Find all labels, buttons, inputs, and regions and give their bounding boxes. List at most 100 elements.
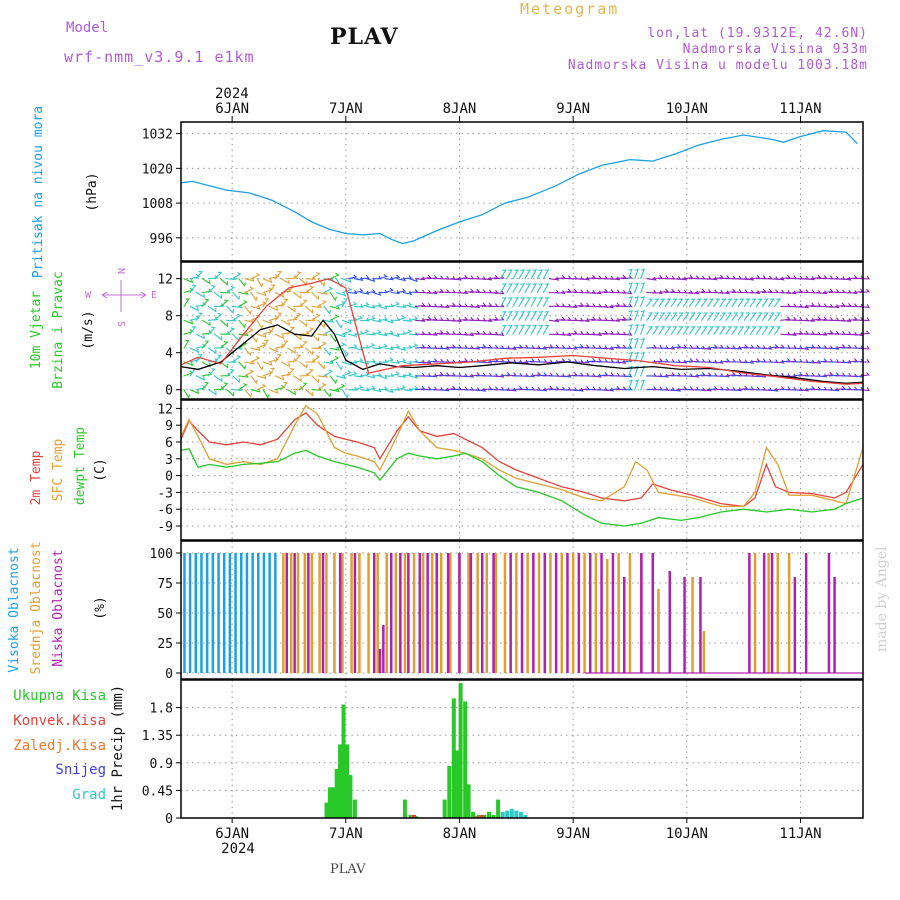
wind-barb (268, 347, 279, 353)
wind-barb (366, 358, 376, 363)
wind-barb (201, 381, 210, 391)
wind-barb (287, 316, 298, 321)
wind-barb (512, 269, 519, 280)
wind-barb (232, 355, 242, 363)
bar-precip-Grad (509, 808, 514, 818)
wind-barb (481, 359, 493, 364)
wind-barb (536, 311, 544, 321)
wind-barb (761, 326, 769, 335)
wind-barb (457, 358, 469, 363)
bottom-year-label: 2024 (221, 841, 255, 857)
wind-barb (816, 358, 828, 363)
wind-barb (256, 278, 264, 288)
wind-barb (433, 371, 444, 377)
wind-barb (828, 372, 840, 377)
wind-barb (518, 324, 526, 335)
y-tick-label: 0 (165, 470, 173, 485)
bar-precip-Ukupna Kisa (341, 704, 346, 818)
bar-cloud-high (257, 553, 260, 673)
wind-barb (293, 291, 302, 300)
wind-barb (634, 337, 639, 349)
wind-barb (822, 288, 834, 294)
wind-barb (737, 326, 745, 335)
wind-barb (293, 333, 302, 341)
wind-barb (615, 274, 627, 280)
wind-barb (299, 319, 308, 328)
wind-barb (682, 358, 694, 363)
wind-barb (274, 354, 282, 363)
wind-barb (347, 386, 358, 391)
wind-barb (664, 372, 676, 377)
wind-barb (688, 298, 696, 307)
wind-barb (305, 389, 314, 397)
wind-barb (688, 312, 696, 321)
wind-barb (749, 326, 757, 335)
wind-barb (408, 289, 419, 294)
wind-barb (329, 346, 340, 351)
wind-barb (646, 326, 654, 335)
wind-barb (341, 298, 349, 307)
compass-w: W (85, 290, 92, 301)
wind-barb (427, 358, 438, 363)
wind-barb (396, 315, 406, 321)
wind-barb (591, 358, 603, 363)
wind-barb (280, 298, 289, 307)
bar-precip-Grad (523, 814, 528, 818)
bar-cloud-low (554, 553, 558, 673)
wind-barb (195, 354, 203, 363)
bar-cloud-high (268, 553, 271, 673)
wind-barb (835, 385, 846, 391)
wind-barb (360, 302, 370, 307)
wind-barb (774, 359, 785, 364)
wind-barb (311, 291, 320, 301)
wind-barb (694, 288, 706, 294)
wind-barb (366, 289, 376, 294)
wind-barb (676, 344, 688, 349)
wind-barb (353, 315, 364, 321)
wind-barb (451, 386, 463, 391)
bar-cloud-low (640, 553, 643, 673)
bar-cloud-mid (594, 553, 598, 673)
wind-barb (213, 271, 223, 280)
bar-cloud-low (699, 577, 702, 673)
bar-precip-Konvek.Kisa (412, 814, 416, 818)
legend-entry: Ukupna Kisa (13, 688, 106, 704)
wind-barb (530, 269, 538, 280)
wind-barb (749, 298, 757, 307)
bar-precip-Ukupna Kisa (414, 816, 419, 818)
wind-barb (554, 275, 566, 280)
wind-barb (524, 297, 532, 307)
wind-barb (542, 283, 550, 294)
wind-barb (427, 275, 438, 280)
bar-precip-Ukupna Kisa (455, 750, 460, 818)
wind-barb (530, 371, 542, 377)
wind-barb (676, 359, 688, 364)
wind-barb (640, 268, 646, 280)
wind-barb (804, 318, 816, 322)
wind-barb (670, 326, 678, 335)
wind-barb (664, 298, 672, 307)
bar-cloud-mid (753, 553, 757, 673)
wind-barb (207, 389, 217, 396)
wind-barb (384, 373, 395, 377)
bar-cloud-mid (691, 577, 694, 673)
wind-barb (390, 371, 400, 377)
station-elevation: Nadmorska Visina 933m (682, 42, 868, 57)
bar-precip-Ukupna Kisa (447, 765, 452, 818)
wind-barb (213, 375, 223, 383)
wind-barb (323, 347, 332, 357)
wind-barb (256, 361, 264, 371)
wind-barb (280, 382, 289, 391)
wind-barb (500, 311, 507, 321)
wind-barb (743, 386, 755, 391)
wind-barb (396, 288, 407, 294)
wind-barb (372, 361, 382, 366)
y-tick-label: 8 (165, 310, 173, 325)
bar-precip-Ukupna Kisa (476, 814, 481, 818)
wind-barb (268, 305, 279, 312)
wind-barb (780, 316, 791, 321)
x-tick-label-top: 8JAN (443, 101, 477, 117)
wind-barb (408, 343, 419, 349)
wind-barb (707, 344, 718, 349)
wind-barb (554, 358, 566, 363)
